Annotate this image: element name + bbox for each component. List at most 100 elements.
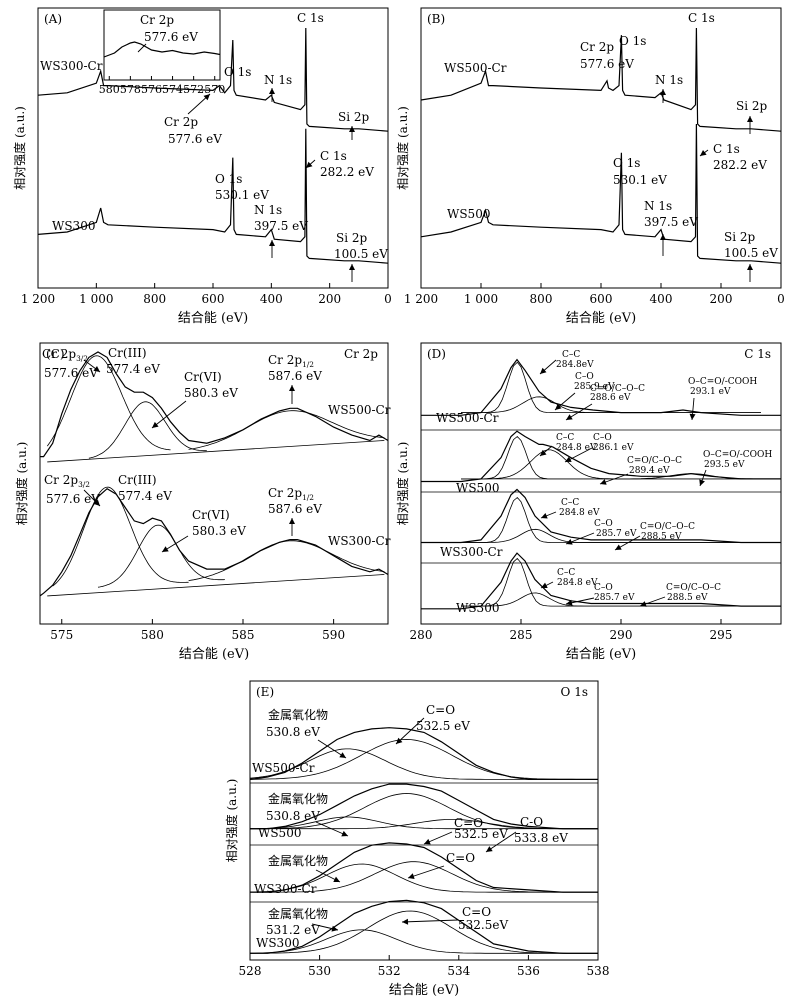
panel-title: O 1s — [561, 685, 588, 699]
spectrum-ws300 — [37, 128, 389, 264]
series-label-ws300-cr: WS300-Cr — [328, 534, 391, 548]
peak-label-si2p-lower: Si 2p — [336, 231, 368, 245]
peak-annotation-15: 293.5 eV — [704, 460, 745, 470]
series-label-ws500-cr: WS500-Cr — [252, 761, 315, 775]
arrow-cc-3 — [540, 511, 557, 519]
peak-label-c1s-lower: C 1s — [320, 149, 347, 163]
fit-component-8 — [461, 592, 761, 607]
peak-label-si2p: Si 2p — [736, 99, 768, 113]
arrow-metal-oxide-2 — [315, 821, 349, 837]
inset-x-tick-label: 580 — [99, 83, 120, 96]
arrow-coc-3 — [614, 535, 641, 551]
peak-annotation-3: 285.9 eV — [574, 382, 615, 392]
peak-label-n1s: N 1s — [264, 73, 292, 87]
arrow-coc-2 — [599, 473, 629, 485]
arrow-metal-oxide-4 — [311, 923, 339, 932]
peak-annotation-26: C=O/C–O–C — [666, 583, 721, 593]
peak-label-cr2p32-top: Cr 2p3/2 — [42, 347, 88, 363]
peak-value-c1s-lower: 282.2 eV — [713, 158, 767, 172]
peak-annotation-14: O–C=O/-COOH — [703, 450, 772, 460]
series-label-ws500-cr: WS500-Cr — [328, 403, 391, 417]
x-tick-label: 528 — [239, 964, 262, 978]
inset-spectrum — [103, 41, 221, 58]
x-tick-label: 575 — [50, 628, 73, 642]
x-tick-label: 280 — [410, 628, 433, 642]
x-tick-label: 536 — [517, 964, 540, 978]
peak-value-n1s-lower: 397.5 eV — [644, 215, 698, 229]
x-tick-label: 800 — [143, 292, 166, 306]
arrow-cooh-1 — [689, 397, 696, 421]
inset-x-tick-label: 578 — [120, 83, 141, 96]
arrow-co-4 — [401, 918, 459, 925]
x-axis-label: 结合能 (eV) — [178, 311, 248, 326]
peak-annotation-12: 金属氧化物 — [268, 906, 328, 921]
series-label-ws500-cr: WS500-Cr — [444, 61, 507, 75]
x-axis-label: 结合能 (eV) — [566, 647, 636, 662]
peak-annotation-5: 288.6 eV — [590, 393, 631, 403]
x-tick-label: 400 — [260, 292, 283, 306]
fit-component-4 — [461, 473, 761, 480]
peak-label-cr2p12-top: Cr 2p1/2 — [268, 353, 314, 369]
peak-annotation-21: 288.5 eV — [641, 532, 682, 542]
peak-value-cr2p: 577.6 eV — [168, 132, 222, 146]
arrow-coc-4 — [639, 596, 666, 607]
series-label-ws500-cr: WS500-Cr — [436, 411, 499, 425]
series-label-ws300: WS300 — [256, 936, 299, 950]
plot-frame — [39, 342, 389, 625]
fit-component-4 — [250, 819, 598, 830]
x-tick-label: 600 — [202, 292, 225, 306]
x-tick-label: 1 200 — [21, 292, 55, 306]
peak-annotation-11: 286.1 eV — [593, 443, 634, 453]
peak-annotation-8: C-O — [520, 815, 543, 829]
spectrum-ws500 — [250, 783, 598, 830]
peak-annotation-9: 284.8 eV — [556, 443, 597, 453]
spectrum-ws300 — [250, 899, 598, 954]
x-tick-label: 400 — [650, 292, 673, 306]
series-label-ws300-cr: WS300-Cr — [40, 59, 103, 73]
peak-label-si2p-lower: Si 2p — [724, 230, 756, 244]
arrow-c-o-2 — [485, 831, 517, 853]
panel-label: (D) — [427, 347, 446, 361]
panel-title: C 1s — [744, 347, 771, 361]
baseline-ws500-cr — [47, 440, 385, 463]
arrow-co-3 — [565, 532, 595, 545]
fit-component-8 — [250, 910, 598, 954]
spectrum-ws300-cr — [37, 27, 389, 132]
y-axis-label: 相对强度 (a.u.) — [395, 106, 410, 190]
x-tick-label: 200 — [710, 292, 733, 306]
peak-value-cr2p12-bottom: 587.6 eV — [268, 502, 322, 516]
arrow-co-1 — [395, 717, 425, 745]
x-tick-label: 0 — [384, 292, 392, 306]
arrow-cr2p32-bottom — [83, 489, 101, 507]
peak-annotation-16: C–C — [561, 498, 579, 508]
inset-x-tick-label: 572 — [183, 83, 204, 96]
series-label-ws300: WS300 — [456, 601, 499, 615]
fit-cr2p12-ws500-cr — [188, 410, 385, 450]
inset-x-tick-label: 576 — [141, 83, 162, 96]
peak-annotation-0: C–C — [562, 350, 580, 360]
inset-peak-label: 577.6 eV — [144, 30, 198, 44]
panel-D: 280 285 290 295 (D) C 1s 结合能 (eV) 相对强度 (a.u.) WS… — [395, 342, 782, 662]
peak-annotation-10: 金属氧化物 — [268, 853, 328, 868]
peak-value-crvi-top: 580.3 eV — [184, 386, 238, 400]
peak-annotation-4: 金属氧化物 — [268, 791, 328, 806]
series-label-ws300-cr: WS300-Cr — [254, 882, 317, 896]
peak-label-n1s: N 1s — [655, 73, 683, 87]
arrow-cr2p12-top — [289, 385, 295, 404]
arrow-co-1 — [554, 392, 576, 411]
x-axis-label: 结合能 (eV) — [389, 983, 459, 998]
x-tick-label: 295 — [710, 628, 733, 642]
spectrum-ws300-cr — [39, 487, 389, 597]
series-label-ws300-cr: WS300-Cr — [440, 545, 503, 559]
arrow-cr2p — [187, 93, 211, 115]
baseline-ws300-cr — [47, 574, 385, 597]
panel-label: (A) — [44, 12, 62, 26]
x-tick-label: 200 — [318, 292, 341, 306]
peak-label-c1s: C 1s — [297, 11, 324, 25]
peak-label-o1s-lower: O 1s — [613, 156, 640, 170]
peak-annotation-10: C–O — [593, 433, 612, 443]
x-tick-label: 600 — [590, 292, 613, 306]
panel-C: 575 580 585 590 (C) Cr 2p 结合能 (eV) 相对强度 (a.u.) W… — [14, 342, 391, 662]
spectrum-ws300-cr — [250, 842, 598, 893]
peak-annotation-1: 284.8eV — [556, 360, 594, 370]
